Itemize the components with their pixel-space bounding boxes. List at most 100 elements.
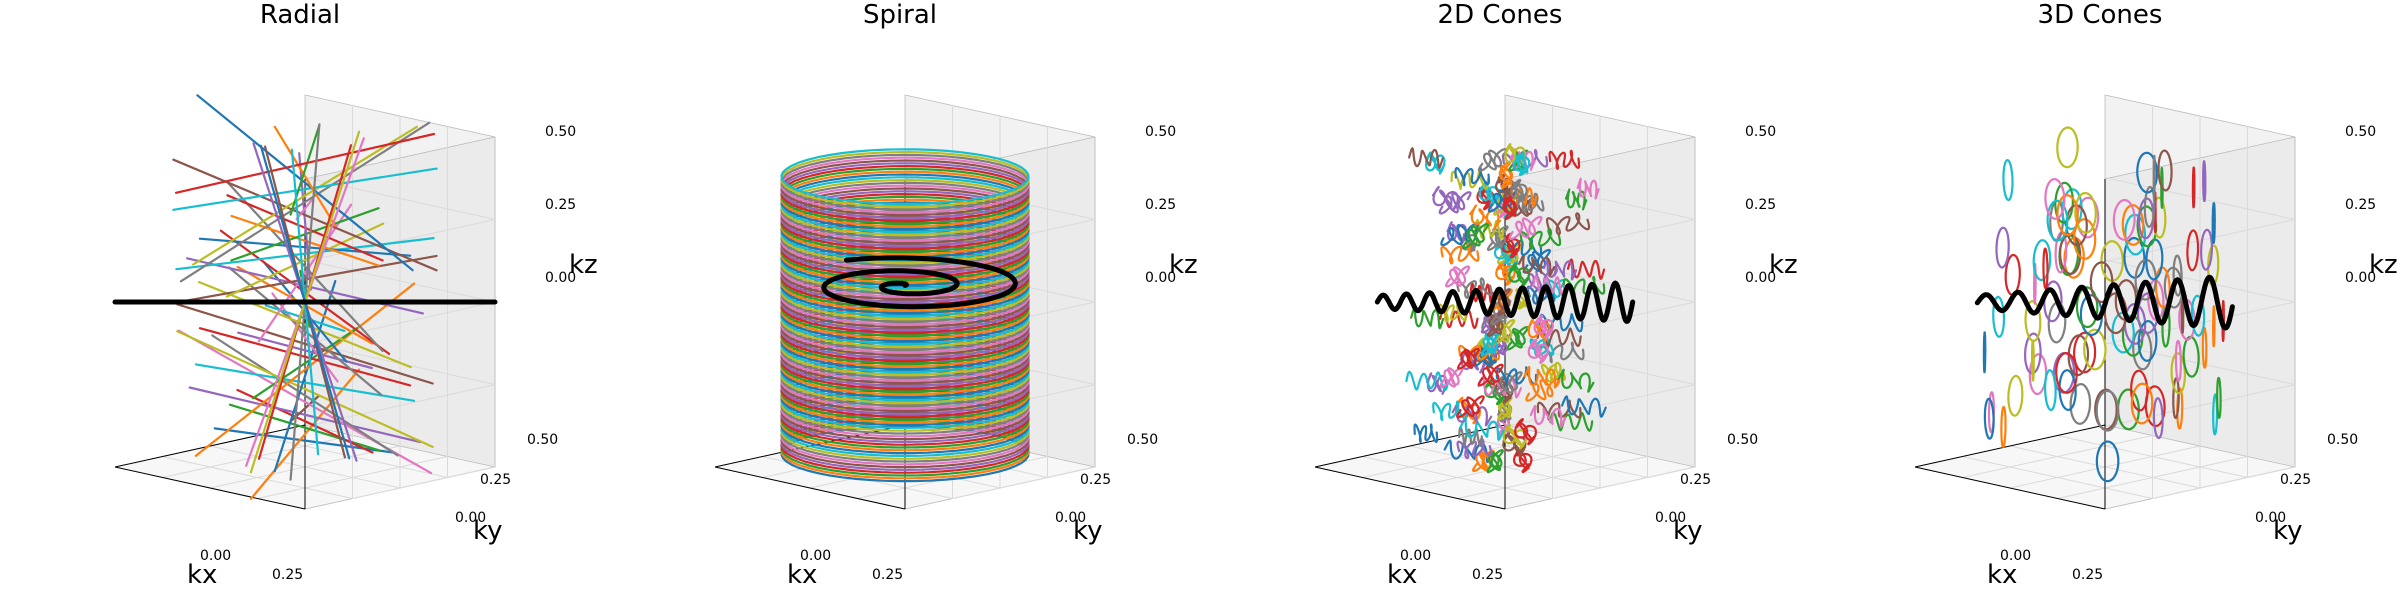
series-line bbox=[179, 121, 431, 283]
y-tick-label: 0.00 bbox=[2255, 510, 2287, 526]
series-group bbox=[1374, 143, 1636, 474]
series-line bbox=[2028, 353, 2048, 396]
series-line bbox=[2100, 240, 2124, 282]
series-line bbox=[780, 195, 1030, 253]
chart-panel: 3D Cones kx ky kz 0.00 0.25 0.00 0.25 0.50 0.00 0.… bbox=[1800, 0, 2400, 600]
series-line bbox=[2186, 229, 2200, 272]
series-line bbox=[1477, 363, 1504, 387]
y-tick-label: 0.00 bbox=[1055, 510, 1087, 526]
z-tick-label: 0.00 bbox=[2345, 270, 2377, 286]
series-line bbox=[780, 380, 1030, 438]
series-line bbox=[2121, 204, 2145, 246]
series-line bbox=[211, 334, 399, 457]
series-line bbox=[1450, 170, 1490, 191]
series-line bbox=[228, 403, 382, 452]
series-line bbox=[226, 181, 384, 352]
series-line bbox=[1497, 395, 1513, 421]
z-tick-label: 0.50 bbox=[1745, 124, 1777, 140]
series-line bbox=[2172, 254, 2183, 297]
y-tick-label: 0.50 bbox=[527, 432, 559, 448]
series-line bbox=[780, 187, 1030, 245]
y-axis-label: ky bbox=[1673, 516, 1703, 546]
series-line bbox=[1410, 307, 1445, 330]
x-axis-label: kx bbox=[187, 560, 218, 590]
series-line bbox=[1564, 188, 1588, 211]
series-line bbox=[780, 422, 1030, 480]
series-line bbox=[1525, 377, 1561, 402]
chart-panel: Radial kx ky kz 0.00 0.25 0.00 0.25 0.50 0.00 0.25… bbox=[0, 0, 600, 600]
y-axis-line bbox=[1914, 466, 2106, 510]
series-line bbox=[2211, 202, 2216, 244]
series-line bbox=[780, 338, 1030, 396]
series-line bbox=[1538, 341, 1585, 364]
series-line bbox=[780, 159, 1030, 217]
series-line bbox=[2033, 262, 2037, 305]
series-line bbox=[198, 281, 412, 369]
series-line bbox=[780, 212, 1030, 270]
y-axis-label: ky bbox=[473, 516, 503, 546]
y-tick-label: 0.00 bbox=[1655, 510, 1687, 526]
series-line bbox=[1522, 248, 1551, 274]
series-line bbox=[1510, 178, 1528, 204]
series-line bbox=[1486, 311, 1506, 337]
series-line bbox=[172, 254, 438, 304]
series-line bbox=[1557, 368, 1595, 393]
series-line bbox=[780, 414, 1030, 471]
series-line bbox=[264, 304, 346, 332]
plot-area bbox=[714, 94, 1096, 510]
series-line bbox=[1532, 275, 1566, 297]
series-line bbox=[2163, 266, 2184, 309]
z-axis-label: kz bbox=[569, 250, 598, 280]
y-tick-label: 0.50 bbox=[1127, 432, 1159, 448]
y-tick-label: 0.25 bbox=[480, 472, 512, 488]
series-line bbox=[780, 389, 1030, 446]
series-line bbox=[2161, 305, 2171, 348]
highlighted-trajectory bbox=[821, 255, 1018, 310]
chart-panel: Spiral kx ky kz 0.00 0.25 0.00 0.25 0.50 0.00 0.25… bbox=[600, 0, 1200, 600]
series-line bbox=[780, 151, 1030, 208]
series-line bbox=[1454, 165, 1490, 187]
series-line bbox=[2157, 149, 2173, 192]
series-line bbox=[1523, 365, 1561, 389]
series-line bbox=[780, 355, 1030, 413]
series-line bbox=[2152, 154, 2156, 197]
series-line bbox=[2044, 369, 2057, 412]
x-axis-line bbox=[1914, 424, 2106, 468]
series-line bbox=[1995, 226, 2010, 269]
series-line bbox=[780, 204, 1030, 261]
series-line bbox=[2178, 298, 2196, 341]
chart-title: Spiral bbox=[862, 0, 938, 30]
series-line bbox=[249, 368, 361, 500]
series-line bbox=[780, 296, 1030, 354]
series-group bbox=[780, 148, 1030, 483]
series-line bbox=[2143, 185, 2156, 228]
series-line bbox=[251, 327, 359, 400]
series-line bbox=[1486, 449, 1504, 474]
series-line bbox=[1498, 160, 1514, 190]
series-line bbox=[2136, 205, 2158, 248]
series-line bbox=[198, 237, 412, 257]
series-line bbox=[780, 397, 1030, 455]
y-tick-label: 0.00 bbox=[455, 510, 487, 526]
series-line bbox=[2152, 397, 2164, 440]
series-line bbox=[1542, 257, 1578, 281]
series-line bbox=[1424, 151, 1446, 175]
series-line bbox=[2065, 204, 2088, 247]
series-line bbox=[2032, 239, 2052, 282]
series-line bbox=[1438, 302, 1467, 323]
series-line bbox=[2212, 305, 2216, 348]
series-line bbox=[194, 282, 416, 457]
x-axis-line bbox=[1314, 424, 1506, 468]
x-tick-label: 0.00 bbox=[200, 548, 232, 564]
series-line bbox=[175, 237, 435, 271]
x-axis-label: kx bbox=[787, 560, 818, 590]
series-line bbox=[1445, 265, 1471, 288]
series-line bbox=[1469, 204, 1502, 231]
series-line bbox=[2202, 160, 2207, 203]
z-tick-label: 0.50 bbox=[2345, 124, 2377, 140]
series-line bbox=[1440, 243, 1480, 265]
series-line bbox=[176, 303, 434, 385]
series-line bbox=[295, 196, 315, 221]
x-axis-label: kx bbox=[1987, 560, 2018, 590]
x-tick-label: 0.00 bbox=[2000, 548, 2032, 564]
